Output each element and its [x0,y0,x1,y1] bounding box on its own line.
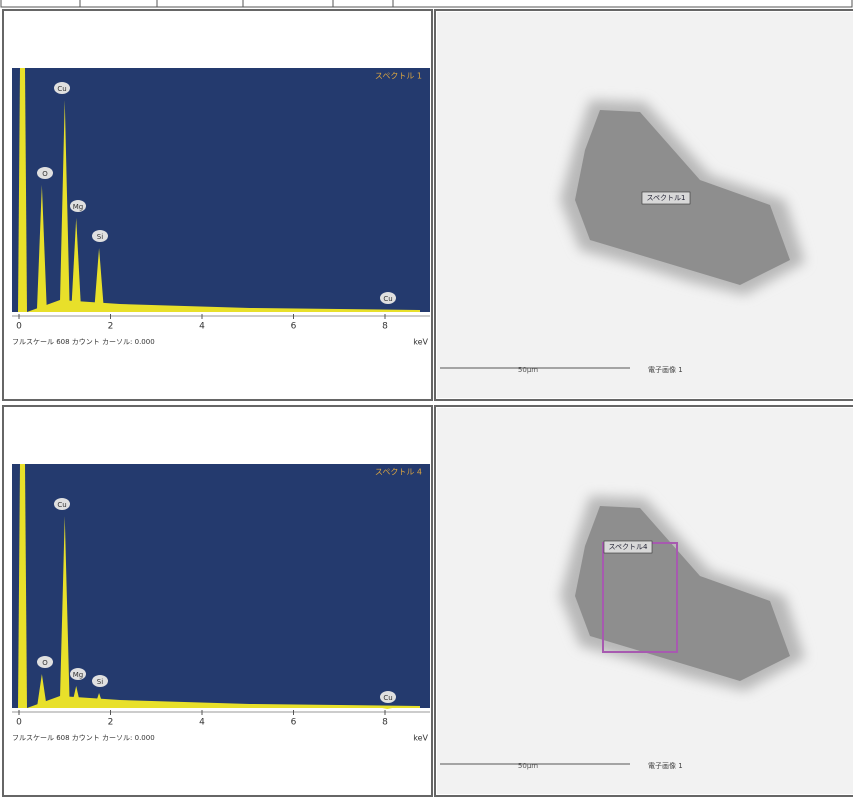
spectrum-baseline [27,300,420,312]
spectrum-peak [36,674,47,708]
spectrum-plot [12,464,430,708]
peak-label: Cu [57,85,66,93]
x-tick-label: 0 [16,322,22,332]
table-cell [2,9,433,401]
peak-label-bg [380,691,396,703]
spectrum-trace [18,68,27,312]
spectrum-footer: フルスケール 608 カウント カーソル: 0.000 [12,734,155,742]
spectrum-title: スペクトル 4 [375,468,422,477]
table-cell [434,405,853,797]
table-cell [434,9,853,401]
peak-label-bg [70,200,86,212]
peak-label: Si [97,678,103,686]
x-tick-label: 6 [291,322,297,332]
peak-label-bg [92,230,108,242]
peak-label: Cu [383,694,392,702]
x-tick-label: 4 [199,322,205,332]
peak-label-bg [380,292,396,304]
peak-label-bg [37,167,53,179]
spectrum-plot [12,68,430,312]
peak-label: O [42,659,48,667]
spectrum-peak [59,100,70,312]
peak-label-bg [37,656,53,668]
peak-label-bg [54,498,70,510]
spectrum-trace [18,464,27,708]
peak-label-bg [70,668,86,680]
spectrum-peak [59,516,70,708]
region-label-bg [603,540,653,554]
peak-label: Cu [57,501,66,509]
x-tick-label: 2 [108,322,114,332]
spectrum-baseline [27,696,420,708]
peak-label: O [42,170,48,178]
x-tick-label: 8 [382,718,388,728]
region-label: スペクトル4 [609,543,649,551]
peak-label: Mg [73,671,83,679]
x-unit: keV [413,734,428,743]
spectrum-peak [71,218,82,312]
x-tick-label: 8 [382,322,388,332]
peak-label: Mg [73,203,83,211]
spectrum-footer: フルスケール 608 カウント カーソル: 0.000 [12,338,155,346]
table-cell [2,405,433,797]
spectrum-title: スペクトル 1 [375,72,422,81]
scale-label: 50µm [518,762,538,770]
image-caption: 電子画像 1 [648,761,683,770]
x-tick-label: 0 [16,718,22,728]
spectrum-peak [382,708,393,709]
peak-label-bg [54,82,70,94]
region-label: スペクトル1 [647,194,686,202]
peak-label-bg [92,675,108,687]
x-tick-label: 4 [199,718,205,728]
top-row [0,0,853,8]
peak-label: Cu [383,295,392,303]
region-label-bg [641,191,691,205]
spectrum-peak [94,248,105,312]
x-tick-label: 2 [108,718,114,728]
x-unit: keV [413,338,428,347]
scale-label: 50µm [518,366,538,374]
peak-label: Si [97,233,103,241]
x-tick-label: 6 [291,718,297,728]
spectrum-peak [36,185,47,312]
image-caption: 電子画像 1 [648,365,683,374]
